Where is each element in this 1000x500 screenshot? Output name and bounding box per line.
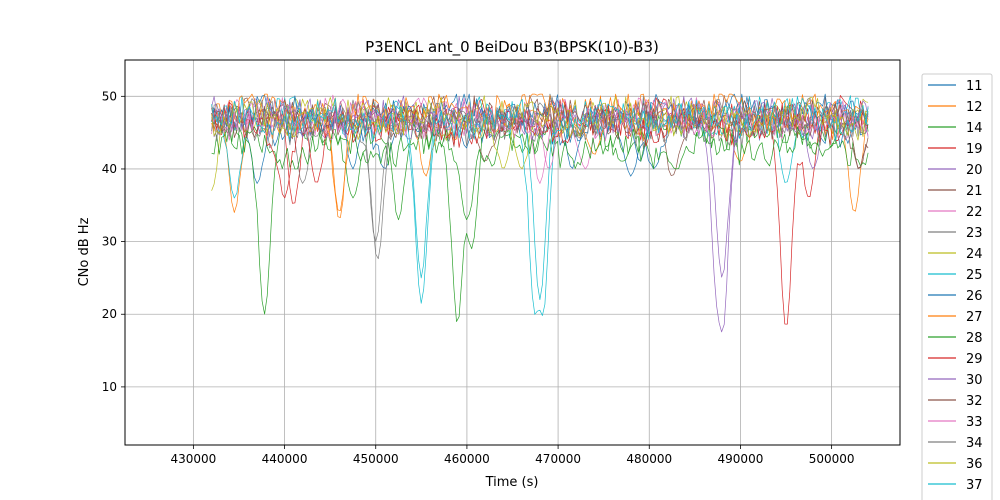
- x-tick-label: 490000: [718, 452, 764, 466]
- x-axis: 430000 440000 450000 460000 470000 480000 4900…: [170, 445, 855, 466]
- legend-entry-12[interactable]: 12: [928, 100, 983, 115]
- legend-label: 27: [966, 310, 983, 325]
- legend-label: 33: [966, 415, 983, 430]
- x-tick-label: 500000: [809, 452, 855, 466]
- plot-frame: [124, 59, 901, 446]
- legend-entry-23[interactable]: 23: [928, 226, 983, 241]
- x-tick-label: 430000: [170, 452, 216, 466]
- y-tick-label: 50: [102, 89, 117, 103]
- legend-entry-32[interactable]: 32: [928, 394, 983, 409]
- legend-label: 26: [966, 289, 983, 304]
- legend-entry-20[interactable]: 20: [928, 163, 983, 178]
- series-line-32: [211, 95, 869, 169]
- legend-entry-24[interactable]: 24: [928, 247, 983, 262]
- x-tick-label: 460000: [444, 452, 490, 466]
- series-line-26: [211, 93, 869, 170]
- legend-label: 37: [966, 478, 983, 493]
- legend-label: 20: [966, 163, 983, 178]
- legend-label: 32: [966, 394, 983, 409]
- x-tick-label: 480000: [626, 452, 672, 466]
- series-line-21: [211, 94, 869, 176]
- legend-entry-11[interactable]: 11: [928, 79, 983, 94]
- legend-label: 30: [966, 373, 983, 388]
- series-line-36: [211, 96, 869, 169]
- plot-area: [211, 93, 869, 333]
- y-tick-label: 10: [102, 380, 117, 394]
- legend-label: 24: [966, 247, 983, 262]
- legend-label: 23: [966, 226, 983, 241]
- legend-entry-22[interactable]: 22: [928, 205, 983, 220]
- legend-entry-21[interactable]: 21: [928, 184, 983, 199]
- y-axis: 10 20 30 40 50: [102, 89, 125, 394]
- y-axis-title: CNo dB Hz: [77, 217, 92, 286]
- legend-entry-19[interactable]: 19: [928, 142, 983, 157]
- series-line-27: [211, 93, 869, 218]
- legend-entry-28[interactable]: 28: [928, 331, 983, 346]
- legend-entry-33[interactable]: 33: [928, 415, 983, 430]
- legend-label: 28: [966, 331, 983, 346]
- legend-entry-25[interactable]: 25: [928, 268, 983, 283]
- legend-entry-26[interactable]: 26: [928, 289, 983, 304]
- legend-label: 25: [966, 268, 983, 283]
- legend-entry-30[interactable]: 30: [928, 373, 983, 388]
- x-tick-label: 470000: [535, 452, 581, 466]
- legend-entry-37[interactable]: 37: [928, 478, 983, 493]
- legend-label: 21: [966, 184, 983, 199]
- y-tick-label: 20: [102, 307, 117, 321]
- y-tick-label: 40: [102, 162, 117, 176]
- x-axis-title: Time (s): [485, 475, 539, 490]
- legend-entry-34[interactable]: 34: [928, 436, 983, 451]
- legend-entry-14[interactable]: 14: [928, 121, 983, 136]
- x-tick-label: 440000: [262, 452, 308, 466]
- legend-label: 22: [966, 205, 983, 220]
- legend-entry-36[interactable]: 36: [928, 457, 983, 472]
- legend-label: 34: [966, 436, 983, 451]
- series-line-37: [211, 96, 869, 301]
- series-line-29: [211, 102, 869, 199]
- legend-entry-27[interactable]: 27: [928, 310, 983, 325]
- legend-label: 11: [966, 79, 983, 94]
- legend-label: 12: [966, 100, 983, 115]
- legend-label: 29: [966, 352, 983, 367]
- legend-box: [921, 73, 993, 500]
- series-line-28: [211, 124, 869, 221]
- legend-label: 19: [966, 142, 983, 157]
- series-line-34: [211, 96, 869, 242]
- legend-label: 14: [966, 121, 983, 136]
- x-tick-label: 450000: [353, 452, 399, 466]
- chart-title: P3ENCL ant_0 BeiDou B3(BPSK(10)-B3): [365, 38, 659, 57]
- series-line-33: [211, 97, 869, 169]
- y-tick-label: 30: [102, 235, 117, 249]
- legend-label: 36: [966, 457, 983, 472]
- legend[interactable]: 11 12 14 19 20 21 22 23 24 25 26 27 28 29 30 32 33 34 36 37: [921, 73, 993, 500]
- legend-entry-29[interactable]: 29: [928, 352, 983, 367]
